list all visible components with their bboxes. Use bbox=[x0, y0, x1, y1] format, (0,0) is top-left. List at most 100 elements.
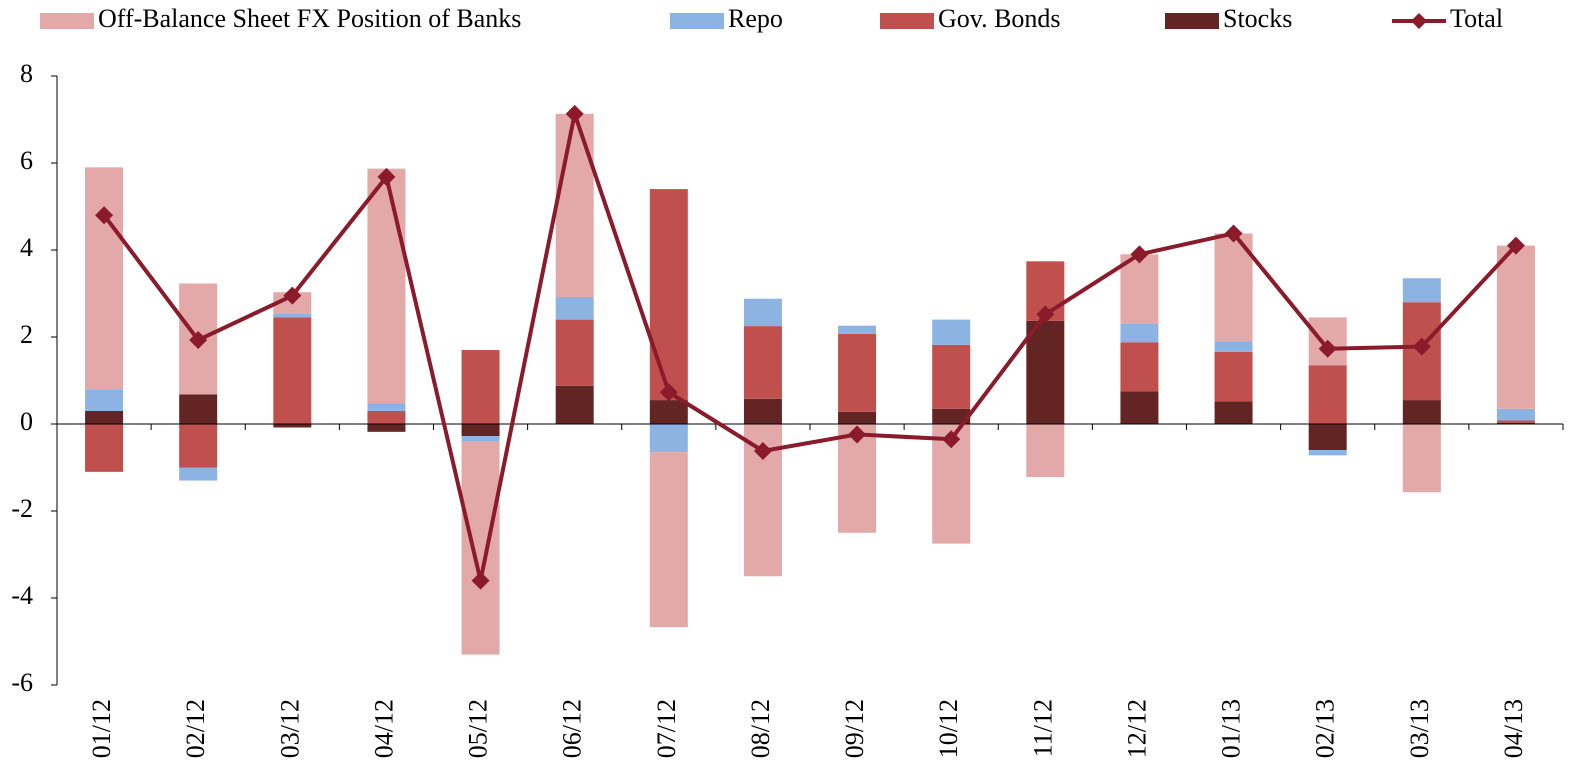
x-tick-label: 03/12 bbox=[275, 699, 304, 758]
x-tick-label: 10/12 bbox=[934, 699, 963, 758]
bar bbox=[367, 410, 406, 424]
bar bbox=[649, 189, 688, 401]
bar bbox=[273, 313, 312, 318]
y-tick-label: 0 bbox=[20, 407, 33, 436]
bar bbox=[85, 167, 124, 390]
bar bbox=[85, 389, 124, 411]
legend-swatch bbox=[40, 13, 94, 29]
y-tick-label: -2 bbox=[11, 494, 33, 523]
x-tick-label: 11/12 bbox=[1028, 699, 1057, 757]
bar bbox=[1120, 391, 1159, 424]
total-marker bbox=[1318, 339, 1337, 358]
y-tick-label: 2 bbox=[20, 320, 33, 349]
legend-swatch bbox=[880, 13, 934, 29]
bar bbox=[1308, 424, 1347, 451]
y-tick-label: 4 bbox=[20, 233, 33, 262]
bar bbox=[461, 441, 500, 655]
total-marker bbox=[1036, 305, 1055, 324]
bar bbox=[367, 424, 406, 432]
bar bbox=[1496, 245, 1535, 409]
total-marker bbox=[659, 383, 678, 402]
bar bbox=[1120, 342, 1159, 392]
bar bbox=[555, 385, 594, 424]
x-tick-label: 02/12 bbox=[181, 699, 210, 758]
bar bbox=[1214, 341, 1253, 352]
total-marker bbox=[942, 430, 961, 449]
bar bbox=[649, 424, 688, 453]
bar bbox=[1026, 320, 1065, 424]
bar bbox=[1120, 323, 1159, 343]
legend-label: Stocks bbox=[1223, 4, 1292, 33]
x-tick-label: 12/12 bbox=[1122, 699, 1151, 758]
total-marker bbox=[95, 206, 114, 225]
x-tick-label: 04/12 bbox=[369, 699, 398, 758]
x-tick-label: 07/12 bbox=[652, 699, 681, 758]
bar bbox=[555, 319, 594, 386]
bar bbox=[1214, 401, 1253, 424]
x-tick-label: 05/12 bbox=[464, 699, 493, 758]
bar bbox=[649, 452, 688, 628]
bar bbox=[838, 325, 877, 334]
bar bbox=[273, 317, 312, 424]
x-tick-label: 02/13 bbox=[1311, 699, 1340, 758]
bar bbox=[1496, 420, 1535, 423]
y-tick-label: 6 bbox=[20, 146, 33, 175]
x-tick-label: 08/12 bbox=[746, 699, 775, 758]
y-tick-label: 8 bbox=[20, 59, 33, 88]
bar bbox=[1308, 450, 1347, 456]
bar bbox=[1308, 365, 1347, 424]
bar bbox=[1402, 278, 1441, 303]
total-marker bbox=[1506, 236, 1525, 255]
total-marker bbox=[848, 425, 867, 444]
total-marker bbox=[753, 441, 772, 460]
bar bbox=[179, 424, 218, 468]
bar bbox=[743, 298, 782, 327]
legend-swatch bbox=[1165, 13, 1219, 29]
bar bbox=[1120, 254, 1159, 324]
bar bbox=[932, 408, 971, 424]
bar bbox=[85, 424, 124, 472]
bar bbox=[932, 319, 971, 345]
bar bbox=[932, 344, 971, 409]
total-marker bbox=[565, 104, 584, 123]
x-tick-label: 09/12 bbox=[840, 699, 869, 758]
bar bbox=[1496, 408, 1535, 421]
bar bbox=[649, 400, 688, 424]
legend-marker bbox=[1411, 13, 1427, 29]
bar bbox=[1402, 424, 1441, 493]
bar bbox=[367, 403, 406, 411]
bar bbox=[838, 411, 877, 424]
bar bbox=[555, 113, 594, 297]
bar bbox=[555, 296, 594, 320]
bar bbox=[838, 333, 877, 412]
total-marker bbox=[471, 571, 490, 590]
bar bbox=[1214, 351, 1253, 402]
legend-label: Total bbox=[1450, 4, 1503, 33]
x-tick-label: 03/13 bbox=[1405, 699, 1434, 758]
y-tick-label: -4 bbox=[11, 581, 33, 610]
bar bbox=[743, 326, 782, 399]
bar bbox=[1496, 422, 1535, 424]
total-marker bbox=[1130, 245, 1149, 264]
bar bbox=[461, 350, 500, 424]
x-tick-label: 01/13 bbox=[1217, 699, 1246, 758]
total-marker bbox=[1224, 224, 1243, 243]
bar bbox=[367, 168, 406, 404]
total-marker bbox=[1412, 337, 1431, 356]
bar bbox=[1402, 400, 1441, 424]
total-marker bbox=[283, 286, 302, 305]
bar bbox=[461, 436, 500, 442]
bar bbox=[179, 394, 218, 424]
legend-label: Off-Balance Sheet FX Position of Banks bbox=[98, 4, 521, 33]
x-tick-label: 04/13 bbox=[1499, 699, 1528, 758]
bar bbox=[461, 424, 500, 437]
legend-label: Repo bbox=[728, 4, 783, 33]
bar bbox=[1026, 424, 1065, 478]
bar bbox=[179, 467, 218, 481]
legend-swatch bbox=[670, 13, 724, 29]
y-tick-label: -6 bbox=[11, 668, 33, 697]
total-marker bbox=[189, 331, 208, 350]
legend-label: Gov. Bonds bbox=[938, 4, 1061, 33]
total-line bbox=[102, 106, 1518, 582]
